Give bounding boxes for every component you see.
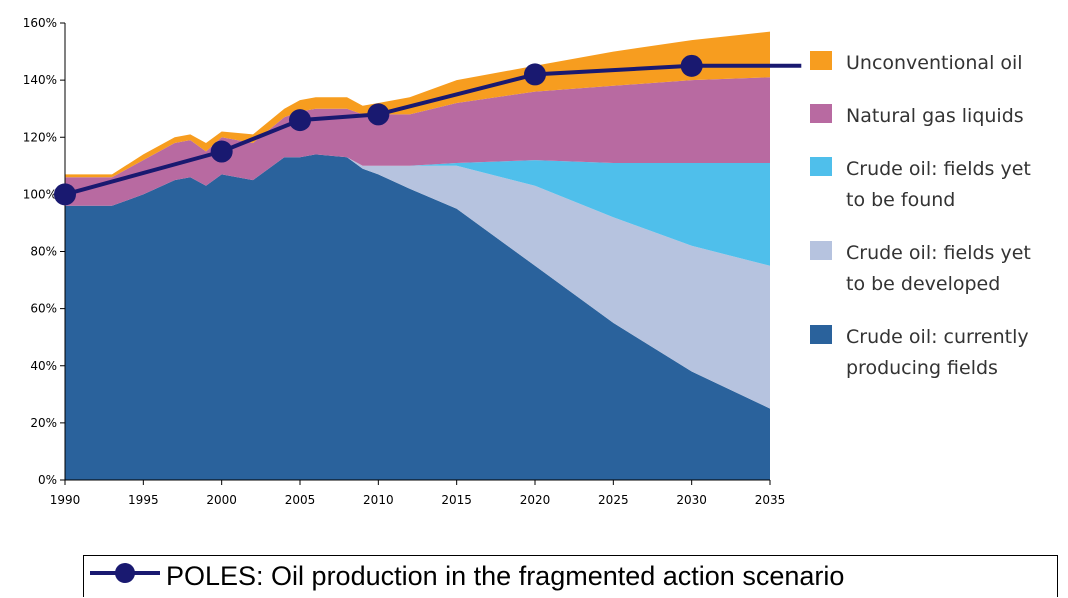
legend-swatch: [810, 325, 832, 344]
legend-label: Crude oil: currently producing fields: [846, 326, 1029, 379]
poles-legend-marker-icon: [90, 563, 160, 583]
x-tick-label: 2020: [520, 493, 551, 507]
y-tick-label: 80%: [30, 245, 57, 259]
legend-label: Unconventional oil: [846, 52, 1023, 74]
y-tick-label: 160%: [23, 16, 57, 30]
x-tick-label: 1990: [50, 493, 81, 507]
poles-point: [210, 140, 233, 163]
y-tick-label: 60%: [30, 302, 57, 316]
x-tick-label: 2030: [676, 493, 707, 507]
area-series-2: [65, 154, 770, 266]
legend-item-unconventional-oil: Unconventional oil: [810, 48, 1060, 79]
legend-item-fields-yet-to-be-developed: Crude oil: fields yet to be developed: [810, 238, 1060, 300]
chart-plot: 0% 20% 40% 60% 80% 100% 120% 140% 160% 1990 1995 20…: [23, 16, 802, 507]
x-tick-label: 2015: [441, 493, 472, 507]
x-tick-label: 1995: [128, 493, 159, 507]
area-series-3: [65, 77, 770, 206]
y-tick-label: 120%: [23, 130, 57, 144]
poles-line: [64, 63, 802, 197]
y-tick-label: 20%: [30, 416, 57, 430]
legend-item-fields-yet-to-be-found: Crude oil: fields yet to be found: [810, 154, 1060, 216]
y-tick-label: 140%: [23, 73, 57, 87]
area-series-0: [65, 154, 770, 480]
legend-item-currently-producing-fields: Crude oil: currently producing fields: [810, 322, 1060, 384]
y-tick-label: 0%: [38, 473, 57, 487]
x-tick-label: 2000: [206, 493, 237, 507]
poles-point: [289, 109, 311, 132]
x-tick-label: 2025: [598, 493, 629, 507]
legend-label: Natural gas liquids: [846, 105, 1024, 127]
legend-swatch: [810, 157, 832, 176]
x-tick-label: 2005: [285, 493, 316, 507]
legend-label: Crude oil: fields yet to be found: [846, 158, 1031, 211]
poles-point: [524, 63, 546, 86]
legend-label: Crude oil: fields yet to be developed: [846, 242, 1031, 295]
x-tick-label: 2010: [363, 493, 394, 507]
x-tick-label: 2035: [755, 493, 786, 507]
poles-point: [367, 103, 390, 126]
y-tick-label: 100%: [23, 187, 57, 201]
poles-point: [54, 183, 76, 206]
poles-line-legend: POLES: Oil production in the fragmented …: [83, 555, 1058, 597]
legend-swatch: [810, 241, 832, 260]
legend-swatch: [810, 104, 832, 123]
poles-legend-label: POLES: Oil production in the fragmented …: [166, 561, 845, 591]
legend-item-natural-gas-liquids: Natural gas liquids: [810, 101, 1060, 132]
poles-point: [680, 54, 703, 77]
area-series-1: [65, 154, 770, 409]
legend-swatch: [810, 51, 832, 70]
y-tick-label: 40%: [30, 359, 57, 373]
